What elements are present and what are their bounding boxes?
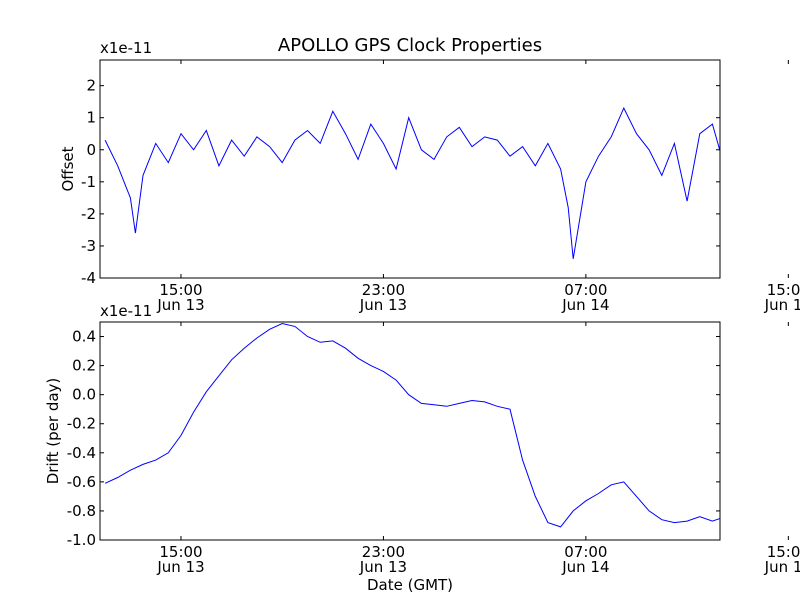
drift-y-tick-label: -1.0 — [67, 531, 96, 549]
offset-y-tick-label: 2 — [86, 77, 96, 95]
drift-y-tick-label: -0.8 — [67, 502, 96, 520]
offset-x-tick-date: Jun 13 — [359, 296, 407, 314]
chart-title: APOLLO GPS Clock Properties — [278, 35, 542, 56]
offset-y-tick-label: -4 — [81, 269, 96, 287]
offset-x-tick-time: 07:00 — [564, 281, 607, 299]
drift-y-tick-label: 0.0 — [72, 386, 96, 404]
drift-x-tick-time: 15:00 — [159, 543, 202, 561]
drift-x-tick-date: Jun 14 — [764, 558, 800, 576]
drift-x-tick-time: 15:00 — [767, 543, 800, 561]
offset-plot-frame — [99, 59, 721, 279]
drift-plot-frame — [99, 321, 721, 541]
drift-x-axis-label: Date (GMT) — [367, 576, 453, 594]
offset-y-multiplier: x1e-11 — [100, 39, 152, 57]
offset-x-tick-time: 15:00 — [767, 281, 800, 299]
drift-x-tick-date: Jun 13 — [156, 558, 204, 576]
offset-y-tick-label: -3 — [81, 237, 96, 255]
drift-y-tick-label: -0.2 — [67, 415, 96, 433]
offset-y-tick-label: -2 — [81, 205, 96, 223]
offset-series-line — [104, 106, 720, 259]
drift-y-multiplier: x1e-11 — [100, 302, 152, 320]
offset-x-tick-time: 23:00 — [362, 281, 405, 299]
drift-x-tick-date: Jun 14 — [561, 558, 609, 576]
offset-x-tick-date: Jun 14 — [764, 296, 800, 314]
offset-x-tick-date: Jun 14 — [561, 296, 609, 314]
drift-y-tick-label: 0.2 — [72, 357, 96, 375]
drift-x-tick-time: 07:00 — [564, 543, 607, 561]
drift-y-tick-label: -0.4 — [67, 444, 96, 462]
drift-y-ticks: -1.0 -0.8 -0.6 -0.4 -0.2 0.0 0.2 0.4 — [67, 328, 720, 549]
offset-y-axis-label: Offset — [59, 146, 77, 191]
offset-x-tick-time: 15:00 — [159, 281, 202, 299]
offset-y-tick-label: 1 — [86, 109, 96, 127]
drift-y-axis-label: Drift (per day) — [44, 378, 62, 485]
offset-y-tick-label: -1 — [81, 173, 96, 191]
drift-panel: x1e-11 Drift (per day) Date (GMT) -1.0 -0… — [44, 302, 800, 594]
drift-y-tick-label: 0.4 — [72, 328, 96, 346]
drift-x-tick-date: Jun 13 — [359, 558, 407, 576]
offset-x-tick-date: Jun 13 — [156, 296, 204, 314]
drift-x-tick-time: 23:00 — [362, 543, 405, 561]
offset-y-tick-label: 0 — [86, 141, 96, 159]
drift-y-tick-label: -0.6 — [67, 473, 96, 491]
offset-y-ticks: -4 -3 -2 -1 0 1 2 — [81, 77, 720, 287]
drift-series-line — [104, 322, 720, 528]
